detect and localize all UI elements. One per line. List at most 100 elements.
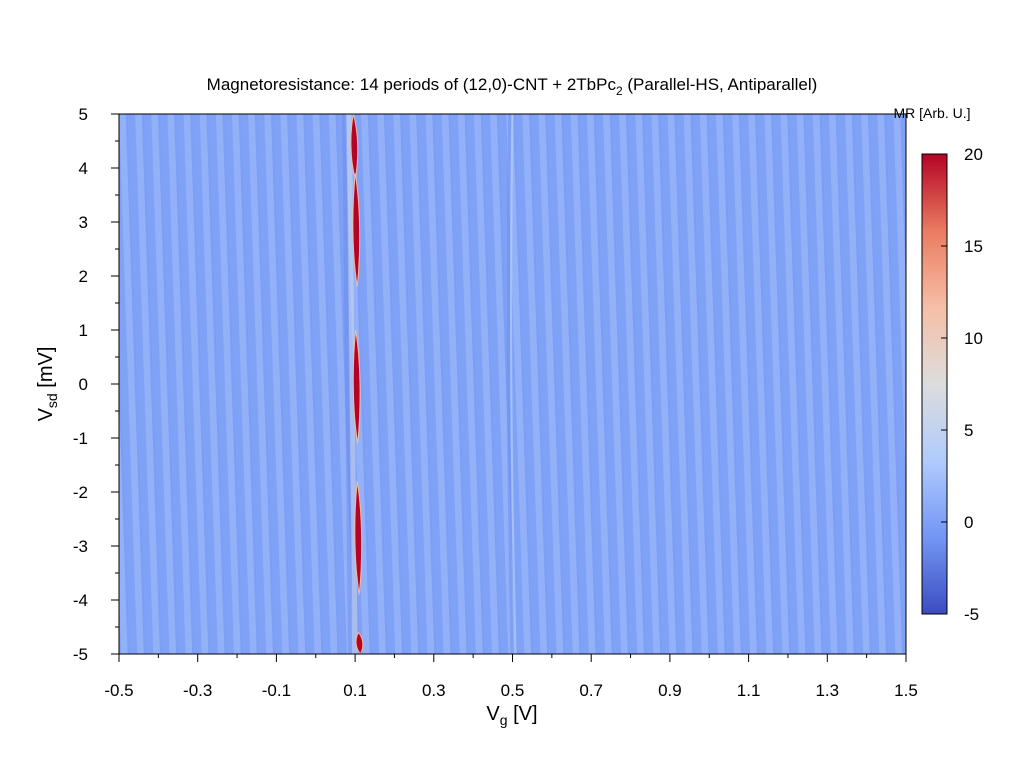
heatmap-stripe-dark <box>674 114 695 654</box>
heatmap-stripe-dark <box>835 114 856 654</box>
heatmap-stripe-dark <box>625 114 646 654</box>
y-tick-label: -2 <box>73 483 88 502</box>
y-axis-label-main: V <box>35 407 57 421</box>
heatmap-features <box>87 114 906 654</box>
y-tick-label: 4 <box>79 159 88 178</box>
heatmap-stripe-light <box>231 114 257 654</box>
y-tick-label: -3 <box>73 537 88 556</box>
heatmap-stripe-dark <box>690 114 711 654</box>
heatmap-stripe-dark <box>367 114 388 654</box>
x-tick-label: 0.1 <box>343 681 367 700</box>
heatmap-stripe-light <box>441 114 467 654</box>
heatmap-stripe-light <box>473 114 499 654</box>
heatmap-stripe-light <box>312 114 338 654</box>
x-axis-label-subscript: g <box>500 712 508 728</box>
colorbar-label: MR [Arb. U.] <box>893 105 970 121</box>
x-tick-label: 1.1 <box>737 681 761 700</box>
colorbar <box>921 153 948 615</box>
heatmap-stripe-dark <box>803 114 824 654</box>
heatmap-stripe-dark <box>287 114 308 654</box>
x-tick-label: 0.3 <box>422 681 446 700</box>
x-tick-label: 0.5 <box>501 681 525 700</box>
heatmap-stripe-dark <box>190 114 211 654</box>
heatmap-stripe-light <box>619 114 645 654</box>
colorbar-tick-label: 5 <box>964 421 973 440</box>
heatmap-stripe-light <box>538 114 564 654</box>
y-axis-label: Vsd [mV] <box>35 347 60 422</box>
heatmap-stripe-light <box>877 114 903 654</box>
y-tick-label: 3 <box>79 213 88 232</box>
heatmap-stripe-dark <box>771 114 792 654</box>
heatmap-stripe-dark <box>174 114 195 654</box>
colorbar-tick-label: 20 <box>964 145 983 164</box>
heatmap-stripe-dark <box>609 114 630 654</box>
x-tick-label: 0.7 <box>579 681 603 700</box>
heatmap-stripe-dark <box>545 114 566 654</box>
heatmap-stripe-light <box>554 114 580 654</box>
chart-title: Magnetoresistance: 14 periods of (12,0)-… <box>207 75 818 98</box>
high-mr-lobe <box>352 329 361 444</box>
chart-title-main: Magnetoresistance: 14 periods of (12,0)-… <box>207 75 617 94</box>
heatmap-stripe-light <box>135 114 161 654</box>
heatmap-stripe-light <box>586 114 612 654</box>
heatmap-stripe-dark <box>319 114 340 654</box>
heatmap-stripe-light <box>296 114 322 654</box>
heatmap-stripe-light <box>183 114 209 654</box>
colorbar-tick-label: 10 <box>964 329 983 348</box>
x-tick-label: -0.3 <box>183 681 212 700</box>
x-tick-label: 1.3 <box>815 681 839 700</box>
heatmap-stripe-dark <box>119 335 130 654</box>
heatmap-stripe-light <box>167 114 193 654</box>
y-axis-label-subscript: sd <box>44 393 60 408</box>
heatmap-stripe-light <box>457 114 483 654</box>
heatmap-stripe-light <box>828 114 854 654</box>
heatmap-stripe-light <box>764 114 790 654</box>
heatmap-stripe-light <box>361 114 386 654</box>
heatmap-stripe-light <box>845 114 870 654</box>
heatmap-stripe-light <box>651 114 677 654</box>
heatmap-stripe-dark <box>141 114 162 654</box>
colorbar-axis: 20 15 10 5 0 -5 <box>941 145 983 624</box>
heatmap-stripe-light <box>409 114 435 654</box>
heatmap-stripe-dark <box>561 114 582 654</box>
heatmap-stripe-light <box>119 393 128 654</box>
heatmap-stripe-dark <box>819 114 840 654</box>
heatmap-stripe-dark <box>787 114 808 654</box>
y-tick-label: 5 <box>79 105 88 124</box>
heatmap-stripe-dark <box>254 114 275 654</box>
heatmap-stripe-light <box>393 114 419 654</box>
high-mr-lobe <box>352 173 361 287</box>
colorbar-tick-label: 0 <box>964 513 973 532</box>
heatmap-stripe-dark <box>738 114 759 654</box>
heatmap-stripe-light <box>715 114 741 654</box>
heatmap-stripe-dark <box>722 114 743 654</box>
heatmap-stripe-dark <box>206 114 227 654</box>
heatmap-stripe-light <box>151 114 177 654</box>
heatmap-stripe-dark <box>448 114 469 654</box>
x-tick-label: 1.5 <box>894 681 918 700</box>
heatmap-stripe-light <box>87 114 112 654</box>
y-tick-label: -1 <box>73 429 88 448</box>
heatmap-stripe-dark <box>754 114 776 654</box>
heatmap-stripe-dark <box>529 114 550 654</box>
secondary-resonance-line <box>510 114 517 654</box>
y-tick-label: 0 <box>79 375 88 394</box>
y-axis: 5 4 3 2 1 0 -1 -2 -3 -4 -5 <box>73 105 119 664</box>
heatmap-stripe-dark <box>593 114 614 654</box>
colorbar-tick-label: 15 <box>964 237 983 256</box>
heatmap-stripe-light <box>280 114 306 654</box>
heatmap-stripe-dark <box>706 114 727 654</box>
heatmap-stripe-light <box>328 114 354 654</box>
heatmap-stripe-light <box>732 114 757 654</box>
heatmap-stripe-light <box>264 114 290 654</box>
heatmap-stripe-dark <box>512 114 534 654</box>
heatmap-stripe-light <box>522 114 548 654</box>
heatmap-stripe-light <box>861 114 887 654</box>
heatmap-stripe-light <box>780 114 806 654</box>
heatmap-stripe-dark <box>432 114 453 654</box>
heatmap-stripe-light <box>812 114 838 654</box>
heatmap-stripe-light <box>748 114 774 654</box>
heatmap-stripe-light <box>570 114 596 654</box>
heatmap-stripe-light <box>490 114 515 654</box>
heatmap-stripe-dark <box>383 114 404 654</box>
